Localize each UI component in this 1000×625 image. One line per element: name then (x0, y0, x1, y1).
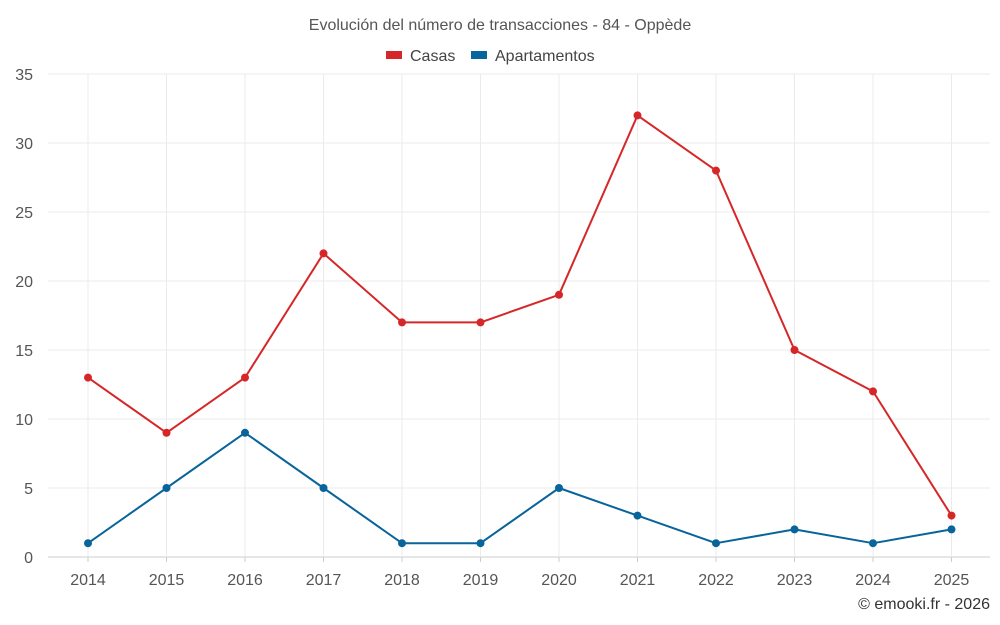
data-point-apartamentos[interactable] (947, 525, 956, 534)
x-tick-label: 2018 (384, 572, 420, 589)
x-tick-label: 2021 (620, 572, 656, 589)
data-point-casas[interactable] (633, 111, 642, 120)
y-tick-label: 10 (15, 412, 33, 429)
series-line-casas (87, 114, 953, 517)
data-point-casas[interactable] (319, 249, 328, 258)
x-tick-label: 2023 (777, 572, 813, 589)
y-tick-label: 20 (15, 274, 33, 291)
y-axis: 0 5 10 15 20 25 30 35 (15, 67, 33, 567)
x-tick-label: 2020 (541, 572, 577, 589)
x-tick-label: 2017 (306, 572, 342, 589)
x-tick-label: 2022 (698, 572, 734, 589)
series-group (84, 111, 956, 548)
data-point-apartamentos[interactable] (241, 428, 249, 437)
series-line-apartamentos (87, 431, 952, 545)
y-tick-label: 30 (15, 136, 33, 153)
data-point-apartamentos[interactable] (476, 539, 485, 548)
legend-swatch-apartamentos (471, 51, 487, 59)
x-tick-label: 2025 (934, 572, 970, 589)
legend: Casas Apartamentos (386, 48, 595, 65)
data-point-apartamentos[interactable] (319, 484, 328, 492)
chart-title: Evolución del número de transacciones - … (309, 17, 692, 34)
data-point-casas[interactable] (790, 346, 799, 354)
y-tick-label: 25 (15, 205, 33, 222)
data-point-casas[interactable] (241, 373, 249, 382)
data-point-apartamentos[interactable] (398, 539, 406, 548)
data-point-apartamentos[interactable] (633, 511, 642, 520)
x-axis: 2014 2015 2016 2017 2018 2019 2020 2021 2022 2023… (70, 557, 969, 589)
y-tick-label: 15 (15, 343, 33, 360)
data-point-casas[interactable] (555, 290, 563, 299)
y-tick-label: 5 (24, 481, 33, 498)
legend-swatch-casas (386, 51, 402, 59)
data-point-apartamentos[interactable] (790, 525, 799, 534)
x-tick-label: 2014 (70, 572, 106, 589)
data-point-casas[interactable] (947, 511, 956, 520)
data-point-apartamentos[interactable] (555, 484, 563, 492)
data-point-casas[interactable] (84, 373, 92, 382)
data-point-apartamentos[interactable] (712, 539, 720, 548)
legend-label-apartamentos[interactable]: Apartamentos (495, 48, 595, 65)
y-tick-label: 35 (15, 67, 33, 84)
data-point-casas[interactable] (476, 318, 485, 327)
credit-text: © emooki.fr - 2026 (858, 596, 990, 613)
y-tick-label: 0 (24, 550, 33, 567)
gridlines (48, 73, 990, 558)
data-point-apartamentos[interactable] (84, 539, 92, 548)
data-point-casas[interactable] (712, 166, 720, 175)
x-tick-label: 2016 (227, 572, 263, 589)
x-tick-label: 2024 (855, 572, 891, 589)
data-point-apartamentos[interactable] (162, 484, 171, 492)
data-point-casas[interactable] (869, 387, 877, 396)
x-tick-label: 2015 (149, 572, 185, 589)
data-point-apartamentos[interactable] (869, 539, 877, 548)
data-point-casas[interactable] (398, 318, 406, 327)
legend-label-casas[interactable]: Casas (410, 48, 455, 65)
x-tick-label: 2019 (463, 572, 499, 589)
data-point-casas[interactable] (162, 428, 171, 437)
